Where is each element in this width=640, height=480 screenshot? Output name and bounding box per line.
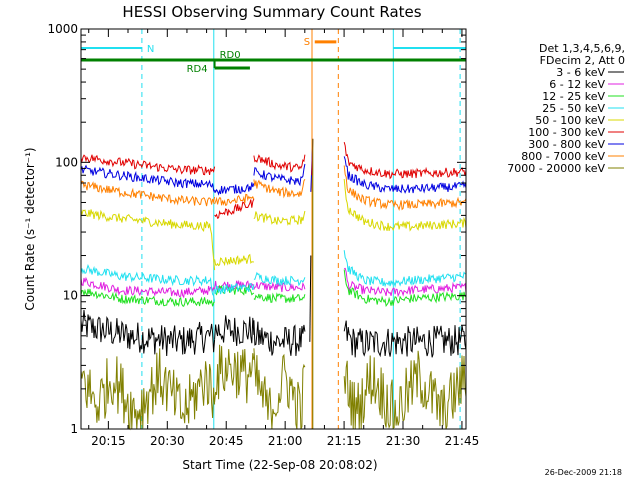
series-line [214, 182, 255, 196]
series-line [214, 193, 255, 207]
y-tick-label: 10 [63, 289, 78, 303]
series-line [80, 164, 216, 193]
series-line [343, 320, 467, 358]
series-line [343, 178, 467, 232]
series-line [214, 315, 255, 347]
y-tick-label: 1 [70, 422, 78, 436]
series-line [80, 276, 216, 299]
series-line [80, 209, 216, 271]
series-line [253, 154, 306, 173]
night-label: N [147, 44, 154, 55]
legend-entry-label: 100 - 300 keV [528, 126, 605, 139]
series-line [214, 198, 255, 219]
y-tick-label: 100 [55, 155, 78, 169]
x-tick-label: 20:30 [150, 434, 185, 448]
series-line [343, 156, 467, 194]
series-line [253, 210, 306, 226]
legend-header: Det 1,3,4,5,6,9, [539, 42, 625, 55]
y-axis-label: Count Rate (s⁻¹ detector⁻¹) [23, 147, 37, 310]
series-line [253, 271, 306, 287]
plot-frame [80, 28, 467, 430]
legend-entry-label: 50 - 100 keV [535, 114, 605, 127]
x-tick-label: 21:45 [445, 434, 480, 448]
legend-header: FDecim 2, Att 0 [540, 54, 625, 67]
rd0-label: RD0 [220, 50, 241, 61]
axes: 20:15 20:30 20:45 21:00 21:15 21:30 21:45 1 10 10… [47, 22, 479, 448]
legend-entry-label: 6 - 12 keV [549, 78, 605, 91]
x-tick-label: 20:15 [91, 434, 126, 448]
series-line [80, 264, 216, 302]
x-axis-label: Start Time (22-Sep-08 20:08:02) [182, 458, 377, 472]
series-line [253, 178, 306, 199]
y-tick-label: 1000 [47, 22, 78, 36]
series-line [80, 348, 216, 431]
legend-entry-label: 25 - 50 keV [542, 102, 605, 115]
plot-area: N S RD0 RD4 [80, 29, 467, 431]
series-line [343, 250, 466, 288]
legend-entry-label: 300 - 800 keV [528, 138, 605, 151]
series-line [253, 348, 306, 430]
x-tick-label: 21:15 [327, 434, 362, 448]
series-line [343, 141, 467, 180]
series-line [343, 350, 467, 430]
legend-entry-label: 3 - 6 keV [556, 66, 605, 79]
series-line [80, 180, 216, 207]
series-line [343, 165, 467, 211]
legend: Det 1,3,4,5,6,9,FDecim 2, Att 03 - 6 keV… [507, 42, 625, 175]
chart-title: HESSI Observing Summary Count Rates [122, 3, 421, 21]
legend-entry-label: 12 - 25 keV [542, 90, 605, 103]
series-line [214, 253, 254, 267]
rd4-label: RD4 [187, 64, 208, 75]
saa-label: S [304, 37, 310, 48]
series-line [253, 163, 306, 187]
series-line [214, 344, 255, 404]
x-tick-label: 21:30 [386, 434, 421, 448]
generated-timestamp: 26-Dec-2009 21:18 [545, 468, 622, 477]
series-line [253, 320, 306, 356]
series-line [80, 154, 216, 176]
x-tick-label: 20:45 [209, 434, 244, 448]
series-line [80, 288, 215, 307]
spike-line [309, 255, 312, 342]
series-line [214, 282, 255, 295]
series-line [343, 269, 467, 308]
series-line [80, 309, 216, 357]
series-line [253, 292, 306, 303]
series-line [344, 267, 467, 298]
x-tick-label: 21:00 [268, 434, 303, 448]
legend-entry-label: 800 - 7000 keV [521, 150, 605, 163]
legend-entry-label: 7000 - 20000 keV [507, 162, 605, 175]
